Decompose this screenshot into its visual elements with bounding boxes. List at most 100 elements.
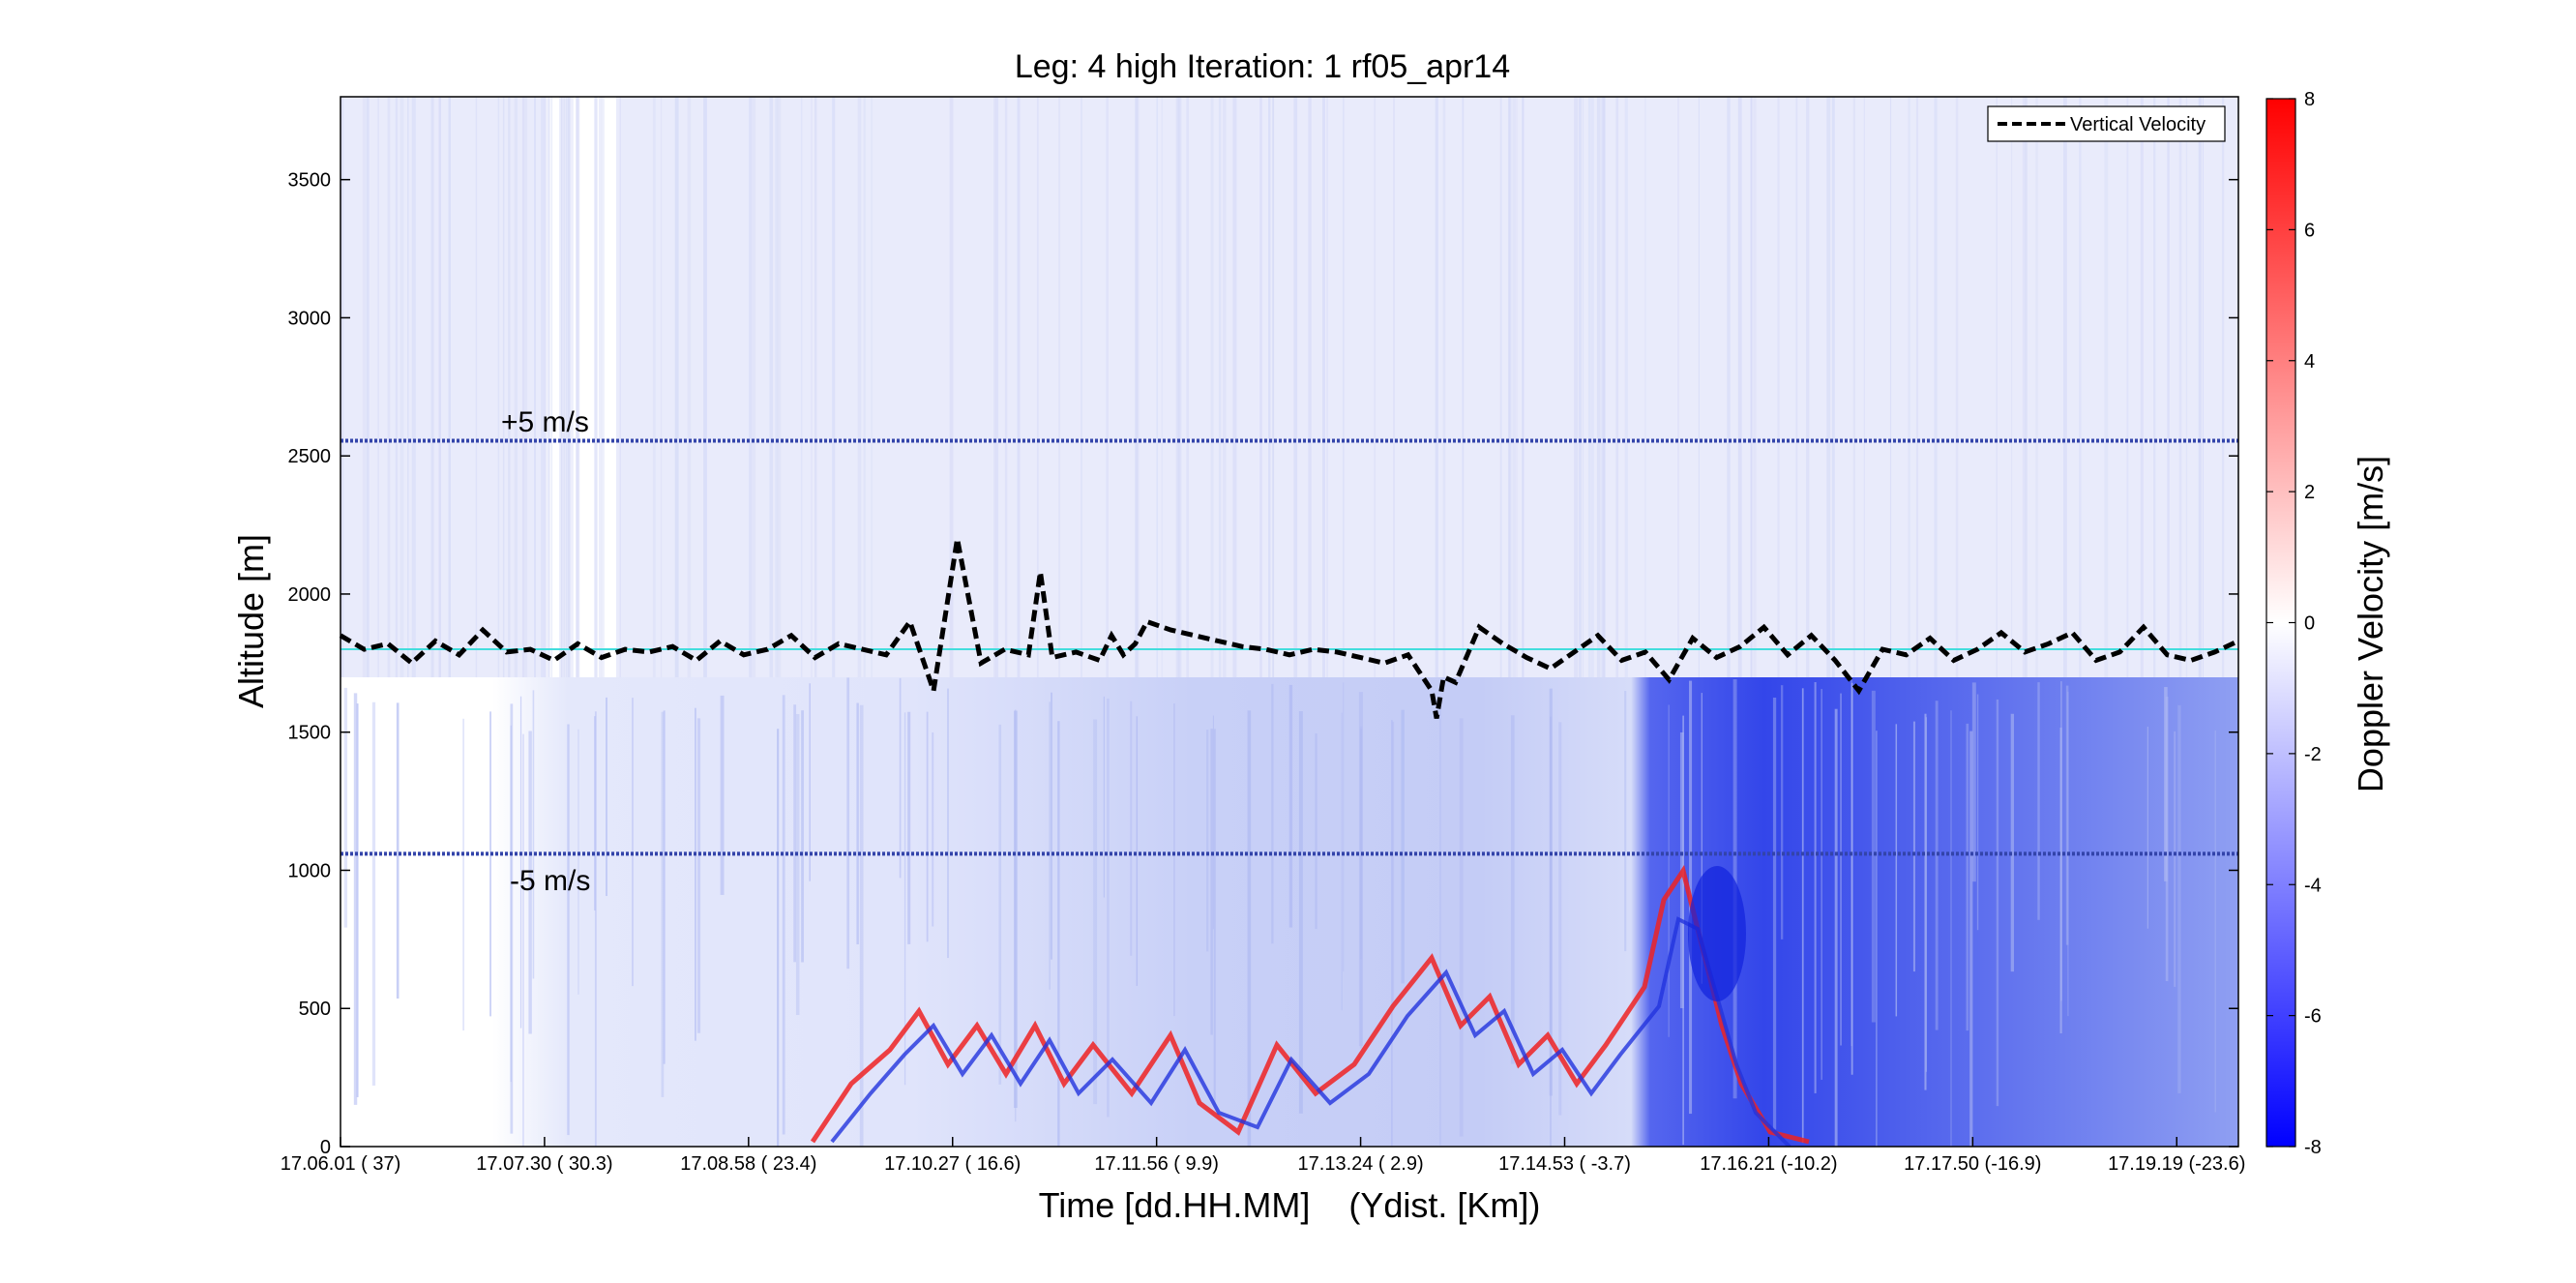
- x-tick-label: 17.16.21 (-10.2): [1700, 1153, 1837, 1175]
- texture-streak: [1359, 726, 1363, 960]
- texture-streak: [695, 707, 696, 1041]
- texture-streak: [2214, 730, 2216, 1113]
- texture-streak: [1508, 97, 1511, 677]
- texture-streak: [1293, 97, 1298, 677]
- texture-streak: [1392, 721, 1395, 1011]
- texture-streak: [521, 97, 524, 677]
- texture-streak: [528, 731, 532, 1034]
- texture-streak: [1871, 690, 1876, 1023]
- texture-streak: [663, 710, 666, 1064]
- texture-streak: [1271, 683, 1274, 944]
- texture-streak: [1821, 689, 1822, 1080]
- texture-streak: [1343, 682, 1345, 972]
- texture-streak: [1624, 691, 1627, 952]
- texture-streak: [777, 97, 782, 677]
- texture-streak: [998, 724, 1002, 1085]
- dark-core: [1688, 866, 1746, 1001]
- texture-streak: [1780, 685, 1784, 940]
- texture-streak: [1851, 679, 1852, 1047]
- texture-streak: [395, 97, 399, 677]
- texture-streak: [811, 97, 813, 677]
- texture-streak: [1343, 97, 1345, 677]
- texture-streak: [1971, 682, 1976, 882]
- texture-streak: [696, 718, 701, 1033]
- texture-streak: [1966, 723, 1969, 1031]
- texture-streak: [2035, 97, 2038, 677]
- texture-streak: [1499, 97, 1502, 677]
- texture-streak: [1950, 710, 1952, 1147]
- texture-streak: [652, 97, 656, 677]
- texture-streak: [1915, 97, 1918, 677]
- texture-streak: [522, 733, 524, 1147]
- texture-streak: [1777, 97, 1780, 677]
- texture-streak: [2202, 97, 2204, 677]
- texture-streak: [341, 97, 344, 677]
- texture-streak: [1750, 97, 1752, 677]
- texture-streak: [1851, 682, 1853, 1075]
- texture-streak: [1550, 716, 1552, 1147]
- texture-streak: [430, 97, 434, 677]
- texture-streak: [899, 677, 902, 879]
- texture-streak: [793, 704, 797, 963]
- texture-streak: [1057, 721, 1060, 1147]
- texture-streak: [660, 97, 663, 677]
- colorbar-tick-label: 6: [2304, 220, 2315, 241]
- texture-streak: [1308, 97, 1312, 677]
- texture-streak: [947, 688, 949, 959]
- texture-streak: [2178, 97, 2182, 677]
- texture-streak: [2104, 97, 2109, 677]
- texture-streak: [1156, 97, 1158, 677]
- texture-streak: [1955, 97, 1959, 677]
- texture-streak: [377, 97, 379, 677]
- texture-streak: [775, 97, 779, 677]
- texture-streak: [1051, 692, 1052, 960]
- texture-streak: [532, 690, 535, 979]
- texture-streak: [795, 714, 800, 1015]
- y-tick-label: 3000: [288, 308, 332, 329]
- texture-streak: [1130, 701, 1133, 956]
- x-axis-label: Time [dd.HH.MM] (Ydist. [Km]): [1039, 1185, 1541, 1225]
- y-tick-label: 2500: [288, 446, 332, 467]
- texture-streak: [1801, 688, 1804, 1144]
- texture-streak: [1267, 97, 1271, 677]
- texture-streak: [777, 729, 780, 1147]
- legend: Vertical Velocity: [1987, 105, 2226, 142]
- y-tick-label: 0: [320, 1137, 331, 1158]
- texture-streak: [1522, 97, 1525, 677]
- texture-streak: [438, 97, 441, 677]
- texture-streak: [2079, 97, 2082, 677]
- texture-streak: [1161, 97, 1163, 677]
- texture-streak: [1587, 97, 1591, 677]
- upper-gap: [547, 97, 616, 677]
- texture-streak: [1442, 97, 1446, 677]
- texture-streak: [1288, 684, 1293, 928]
- texture-streak: [1210, 729, 1213, 1035]
- texture-streak: [1624, 97, 1628, 677]
- x-tick-label: 17.17.50 (-16.9): [1904, 1153, 2041, 1175]
- texture-streak: [2164, 687, 2168, 881]
- y-tick-label: 3500: [288, 170, 332, 192]
- texture-streak: [1996, 97, 1998, 677]
- texture-streak: [674, 97, 679, 677]
- texture-streak: [576, 97, 579, 677]
- texture-streak: [343, 687, 348, 928]
- y-tick-label: 2000: [288, 584, 332, 606]
- texture-streak: [2177, 704, 2181, 1093]
- texture-streak: [1459, 718, 1464, 1137]
- texture-streak: [2174, 731, 2176, 987]
- texture-streak: [814, 97, 817, 677]
- texture-streak: [565, 97, 570, 677]
- texture-streak: [1601, 97, 1606, 677]
- texture-streak: [497, 97, 500, 677]
- texture-streak: [949, 97, 954, 677]
- texture-streak: [1049, 701, 1051, 990]
- texture-streak: [544, 97, 547, 677]
- texture-streak: [1232, 97, 1237, 677]
- texture-streak: [2011, 97, 2013, 677]
- texture-streak: [563, 97, 566, 677]
- texture-streak: [1677, 97, 1679, 677]
- texture-streak: [1876, 731, 1878, 1147]
- texture-streak: [353, 693, 358, 1105]
- texture-streak: [1590, 97, 1594, 677]
- texture-streak: [510, 703, 514, 1134]
